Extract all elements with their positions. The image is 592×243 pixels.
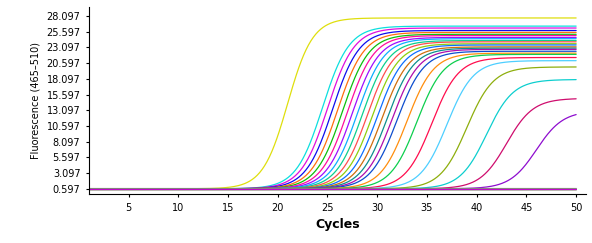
X-axis label: Cycles: Cycles bbox=[315, 218, 360, 231]
Y-axis label: Fluorescence (465–510): Fluorescence (465–510) bbox=[31, 42, 41, 159]
